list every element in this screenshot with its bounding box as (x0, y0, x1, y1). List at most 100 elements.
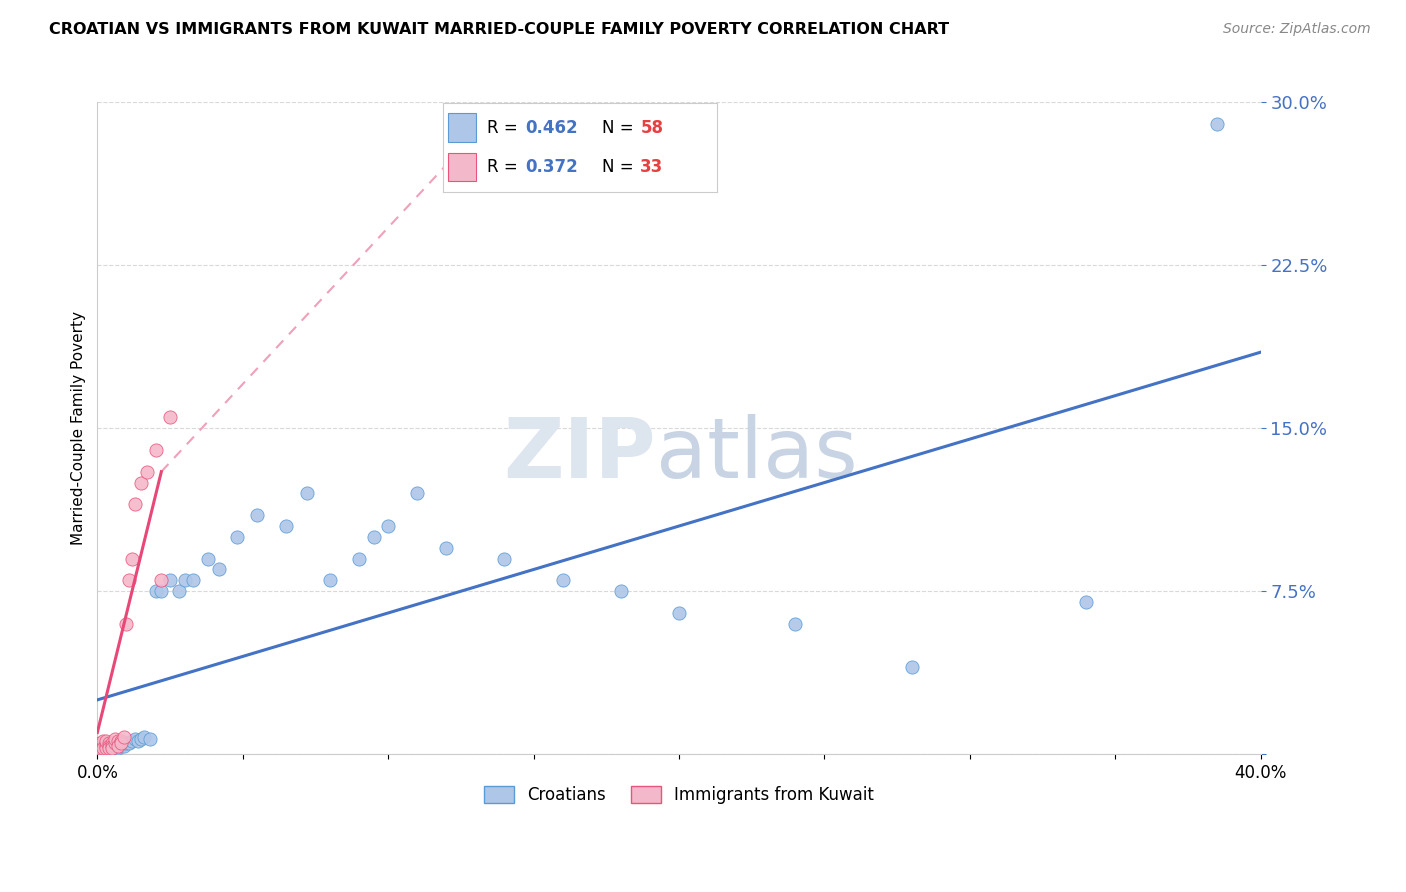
Point (127, 734, 149, 748)
Point (494, 551, 516, 566)
Point (138, 731, 160, 746)
Point (94, 740, 117, 755)
Point (159, 410, 181, 425)
Point (104, 739, 127, 753)
Text: 0.462: 0.462 (526, 119, 578, 136)
Point (98, 743, 121, 757)
Text: N =: N = (602, 119, 638, 136)
Point (110, 736, 132, 750)
Point (91, 739, 114, 753)
Point (132, 730, 155, 744)
Point (785, 616, 807, 631)
Point (98, 740, 121, 755)
Point (94, 736, 117, 750)
Point (118, 736, 141, 750)
Point (208, 562, 231, 576)
Point (124, 497, 146, 511)
FancyBboxPatch shape (449, 153, 475, 181)
Point (98, 739, 121, 753)
Text: 58: 58 (640, 119, 664, 136)
Point (91, 740, 114, 755)
Point (150, 584, 173, 599)
Y-axis label: Married-Couple Family Poverty: Married-Couple Family Poverty (72, 311, 86, 545)
Point (1206, 117, 1229, 131)
Point (89, 743, 111, 757)
Text: 33: 33 (640, 158, 664, 176)
Point (295, 486, 318, 500)
Text: Source: ZipAtlas.com: Source: ZipAtlas.com (1223, 22, 1371, 37)
Point (112, 739, 135, 753)
Point (121, 551, 143, 566)
Point (107, 734, 129, 748)
Text: CROATIAN VS IMMIGRANTS FROM KUWAIT MARRIED-COUPLE FAMILY POVERTY CORRELATION CHA: CROATIAN VS IMMIGRANTS FROM KUWAIT MARRI… (49, 22, 949, 37)
Point (91, 739, 114, 753)
Point (94, 734, 117, 748)
Point (101, 743, 124, 757)
Text: 0.372: 0.372 (526, 158, 578, 176)
Point (121, 734, 143, 748)
Point (104, 740, 127, 755)
Point (145, 584, 167, 599)
Point (276, 519, 298, 533)
Point (319, 574, 342, 588)
Text: ZIP: ZIP (503, 414, 655, 495)
Point (115, 736, 138, 750)
Point (110, 734, 132, 748)
Point (112, 730, 135, 744)
Point (197, 551, 219, 566)
Point (94, 739, 117, 753)
Point (98, 739, 121, 753)
Point (150, 574, 173, 588)
Text: R =: R = (486, 119, 523, 136)
Point (104, 736, 127, 750)
FancyBboxPatch shape (449, 113, 475, 142)
Point (101, 739, 124, 753)
Point (129, 475, 152, 490)
Point (91, 734, 114, 748)
Point (89, 736, 111, 750)
Text: atlas: atlas (655, 414, 858, 495)
Point (107, 739, 129, 753)
Point (98, 740, 121, 755)
Point (610, 584, 633, 599)
Point (363, 530, 385, 544)
Point (94, 743, 117, 757)
Point (434, 541, 457, 555)
Point (145, 442, 167, 457)
Point (1076, 595, 1098, 609)
Point (91, 740, 114, 755)
Point (89, 739, 111, 753)
Point (668, 606, 690, 620)
Point (94, 739, 117, 753)
Point (94, 740, 117, 755)
Point (167, 584, 190, 599)
Point (110, 736, 132, 750)
Point (551, 574, 574, 588)
Point (91, 740, 114, 755)
Point (104, 731, 127, 746)
Point (377, 519, 399, 533)
Point (107, 740, 129, 755)
Point (124, 731, 146, 746)
Legend: Croatians, Immigrants from Kuwait: Croatians, Immigrants from Kuwait (477, 780, 880, 811)
Point (110, 739, 132, 753)
Point (173, 574, 195, 588)
Point (129, 731, 152, 746)
Point (98, 736, 121, 750)
Point (89, 740, 111, 755)
Point (101, 740, 124, 755)
Point (900, 660, 922, 674)
Point (115, 616, 138, 631)
Point (347, 551, 370, 566)
Text: N =: N = (602, 158, 638, 176)
Point (91, 736, 114, 750)
Point (159, 574, 181, 588)
Text: R =: R = (486, 158, 523, 176)
Point (107, 739, 129, 753)
Point (89, 740, 111, 755)
Point (89, 739, 111, 753)
Point (135, 465, 157, 479)
Point (226, 530, 249, 544)
Point (246, 508, 269, 523)
Point (94, 740, 117, 755)
